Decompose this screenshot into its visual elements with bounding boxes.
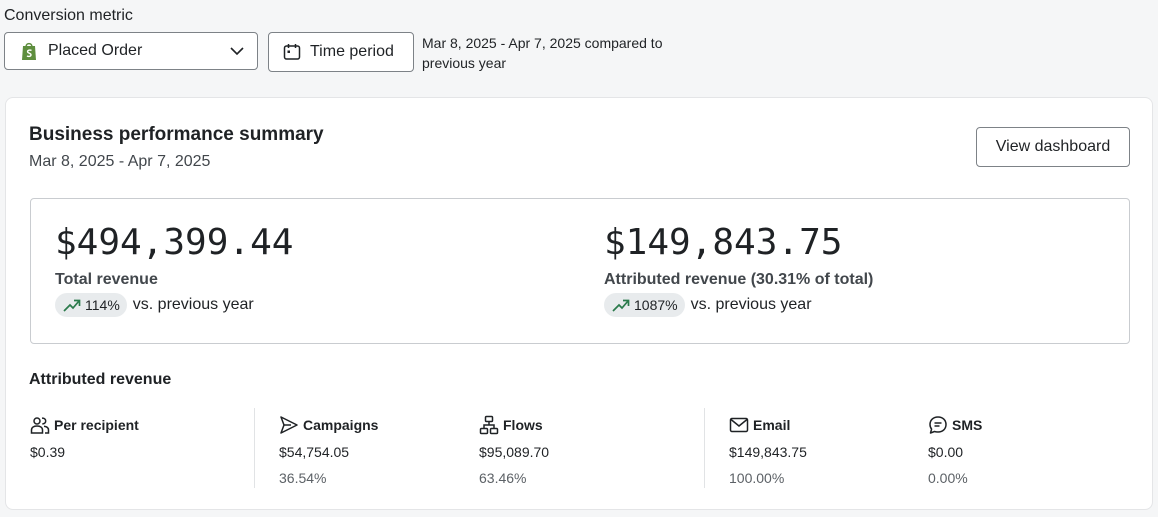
conversion-metric-value: Placed Order [48,42,143,59]
email-value: $149,843.75 [729,444,807,460]
sms-label: SMS [952,417,983,433]
shopify-bag-icon [20,41,38,61]
people-icon [30,415,50,435]
time-period-button[interactable]: Time period [268,32,414,72]
change-badge: 1087% [604,293,685,317]
attributed-revenue-title: Attributed revenue [29,371,172,388]
flows-column: Flows $95,089.70 63.46% [479,414,549,486]
conversion-metric-select[interactable]: Placed Order [4,32,258,70]
sms-value: $0.00 [928,444,964,460]
email-column: Email $149,843.75 100.00% [729,414,807,486]
email-percent: 100.00% [729,470,785,486]
time-period-label: Time period [310,43,394,60]
campaigns-percent: 36.54% [279,470,327,486]
total-revenue-label: Total revenue [55,271,158,288]
flows-value: $95,089.70 [479,444,550,460]
per-recipient-value: $0.39 [30,444,66,460]
campaigns-label: Campaigns [303,417,379,433]
revenue-summary-box: $494,399.44 Total revenue 114% vs. previ… [30,198,1130,344]
total-revenue-trend: 114% vs. previous year [55,293,293,317]
view-dashboard-button[interactable]: View dashboard [976,127,1130,167]
calendar-icon [283,43,301,61]
business-performance-card: Business performance summary Mar 8, 2025… [5,97,1153,510]
flows-label: Flows [503,417,543,433]
date-compare-text: Mar 8, 2025 - Apr 7, 2025 compared to pr… [422,35,663,71]
conversion-metric-label: Conversion metric [4,7,133,24]
column-divider [254,408,255,488]
sms-column: SMS $0.00 0.00% [928,414,982,486]
column-divider [704,408,705,488]
chevron-down-icon [229,43,245,59]
card-date-range: Mar 8, 2025 - Apr 7, 2025 [29,153,211,170]
attributed-revenue-value: $149,843.75 [604,222,843,263]
send-icon [279,415,299,435]
per-recipient-column: Per recipient $0.39 [30,414,139,460]
campaigns-column: Campaigns $54,754.05 36.54% [279,414,378,486]
flow-icon [479,415,499,435]
total-revenue-stat: $494,399.44 Total revenue 114% vs. previ… [55,221,293,317]
flows-percent: 63.46% [479,470,527,486]
comparison-text: vs. previous year [132,296,254,313]
trend-up-icon [63,298,81,312]
change-value: 114% [85,297,120,313]
change-badge: 114% [55,293,127,317]
sms-percent: 0.00% [928,470,968,486]
total-revenue-value: $494,399.44 [55,222,294,263]
change-value: 1087% [634,297,678,313]
mail-icon [729,415,749,435]
campaigns-value: $54,754.05 [279,444,350,460]
email-label: Email [753,417,791,433]
per-recipient-label: Per recipient [54,417,139,433]
attributed-revenue-trend: 1087% vs. previous year [604,293,873,317]
comparison-text: vs. previous year [690,296,812,313]
trend-up-icon [612,298,630,312]
card-title: Business performance summary [29,124,324,145]
chat-bubble-icon [928,415,948,435]
attributed-revenue-stat: $149,843.75 Attributed revenue (30.31% o… [604,221,873,317]
attributed-revenue-label: Attributed revenue (30.31% of total) [604,271,874,288]
